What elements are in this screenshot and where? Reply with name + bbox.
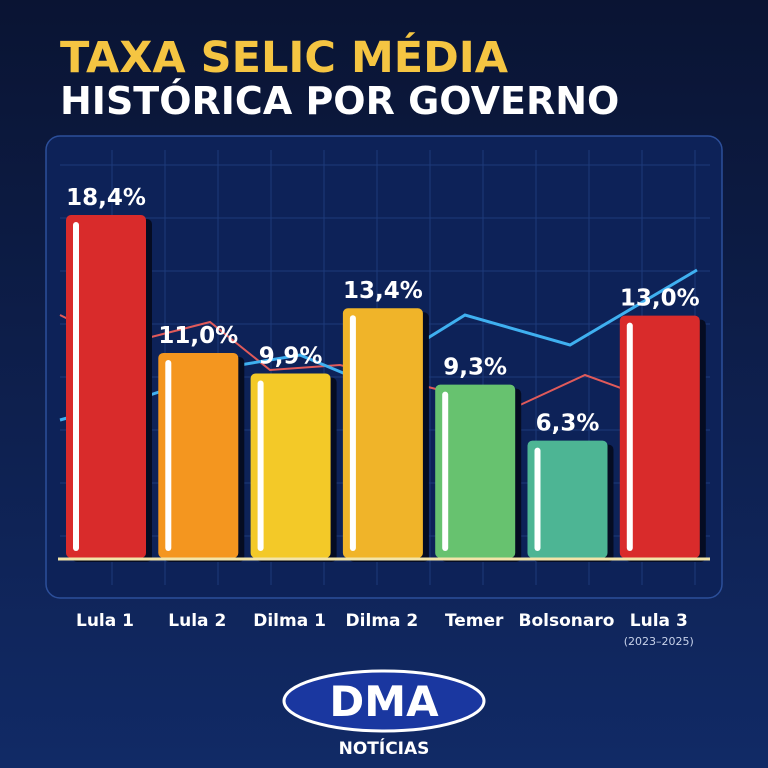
bar xyxy=(158,352,239,558)
bar xyxy=(619,315,700,558)
title: TAXA SELIC MÉDIA xyxy=(60,32,509,83)
value-label: 6,3% xyxy=(536,411,600,437)
logo-badge xyxy=(282,669,486,733)
x-tick-label: Lula 3 xyxy=(630,611,688,631)
bar xyxy=(66,215,146,559)
bar-highlight xyxy=(442,391,449,551)
x-tick-label: Bolsonaro xyxy=(519,611,615,631)
value-label: 9,3% xyxy=(443,355,507,381)
bars xyxy=(66,215,706,563)
subtitle: HISTÓRICA POR GOVERNO xyxy=(60,79,619,123)
bar-highlight xyxy=(165,359,172,551)
bar-highlight xyxy=(626,322,633,551)
bar xyxy=(342,308,423,558)
x-tick-label: Temer xyxy=(445,611,504,631)
bar-highlight xyxy=(534,447,541,551)
x-tick-note: (2023–2025) xyxy=(624,635,694,648)
x-tick-label: Lula 2 xyxy=(168,611,226,631)
value-label: 11,0% xyxy=(158,323,238,349)
value-label: 18,4% xyxy=(66,185,146,211)
value-label: 13,4% xyxy=(343,278,423,304)
bar xyxy=(435,384,516,558)
bar xyxy=(527,440,608,558)
bar-highlight xyxy=(73,222,79,552)
x-tick-label: Lula 1 xyxy=(76,611,134,631)
bar xyxy=(250,373,331,558)
value-label: 13,0% xyxy=(620,286,700,312)
value-label: 9,9% xyxy=(259,343,323,369)
bar-highlight xyxy=(349,315,356,551)
bar-highlight xyxy=(257,380,264,551)
logo-name: DMA xyxy=(329,677,439,726)
x-tick-label: Dilma 2 xyxy=(346,611,419,631)
x-tick-label: Dilma 1 xyxy=(253,611,326,631)
logo-tagline: NOTÍCIAS xyxy=(339,737,430,759)
